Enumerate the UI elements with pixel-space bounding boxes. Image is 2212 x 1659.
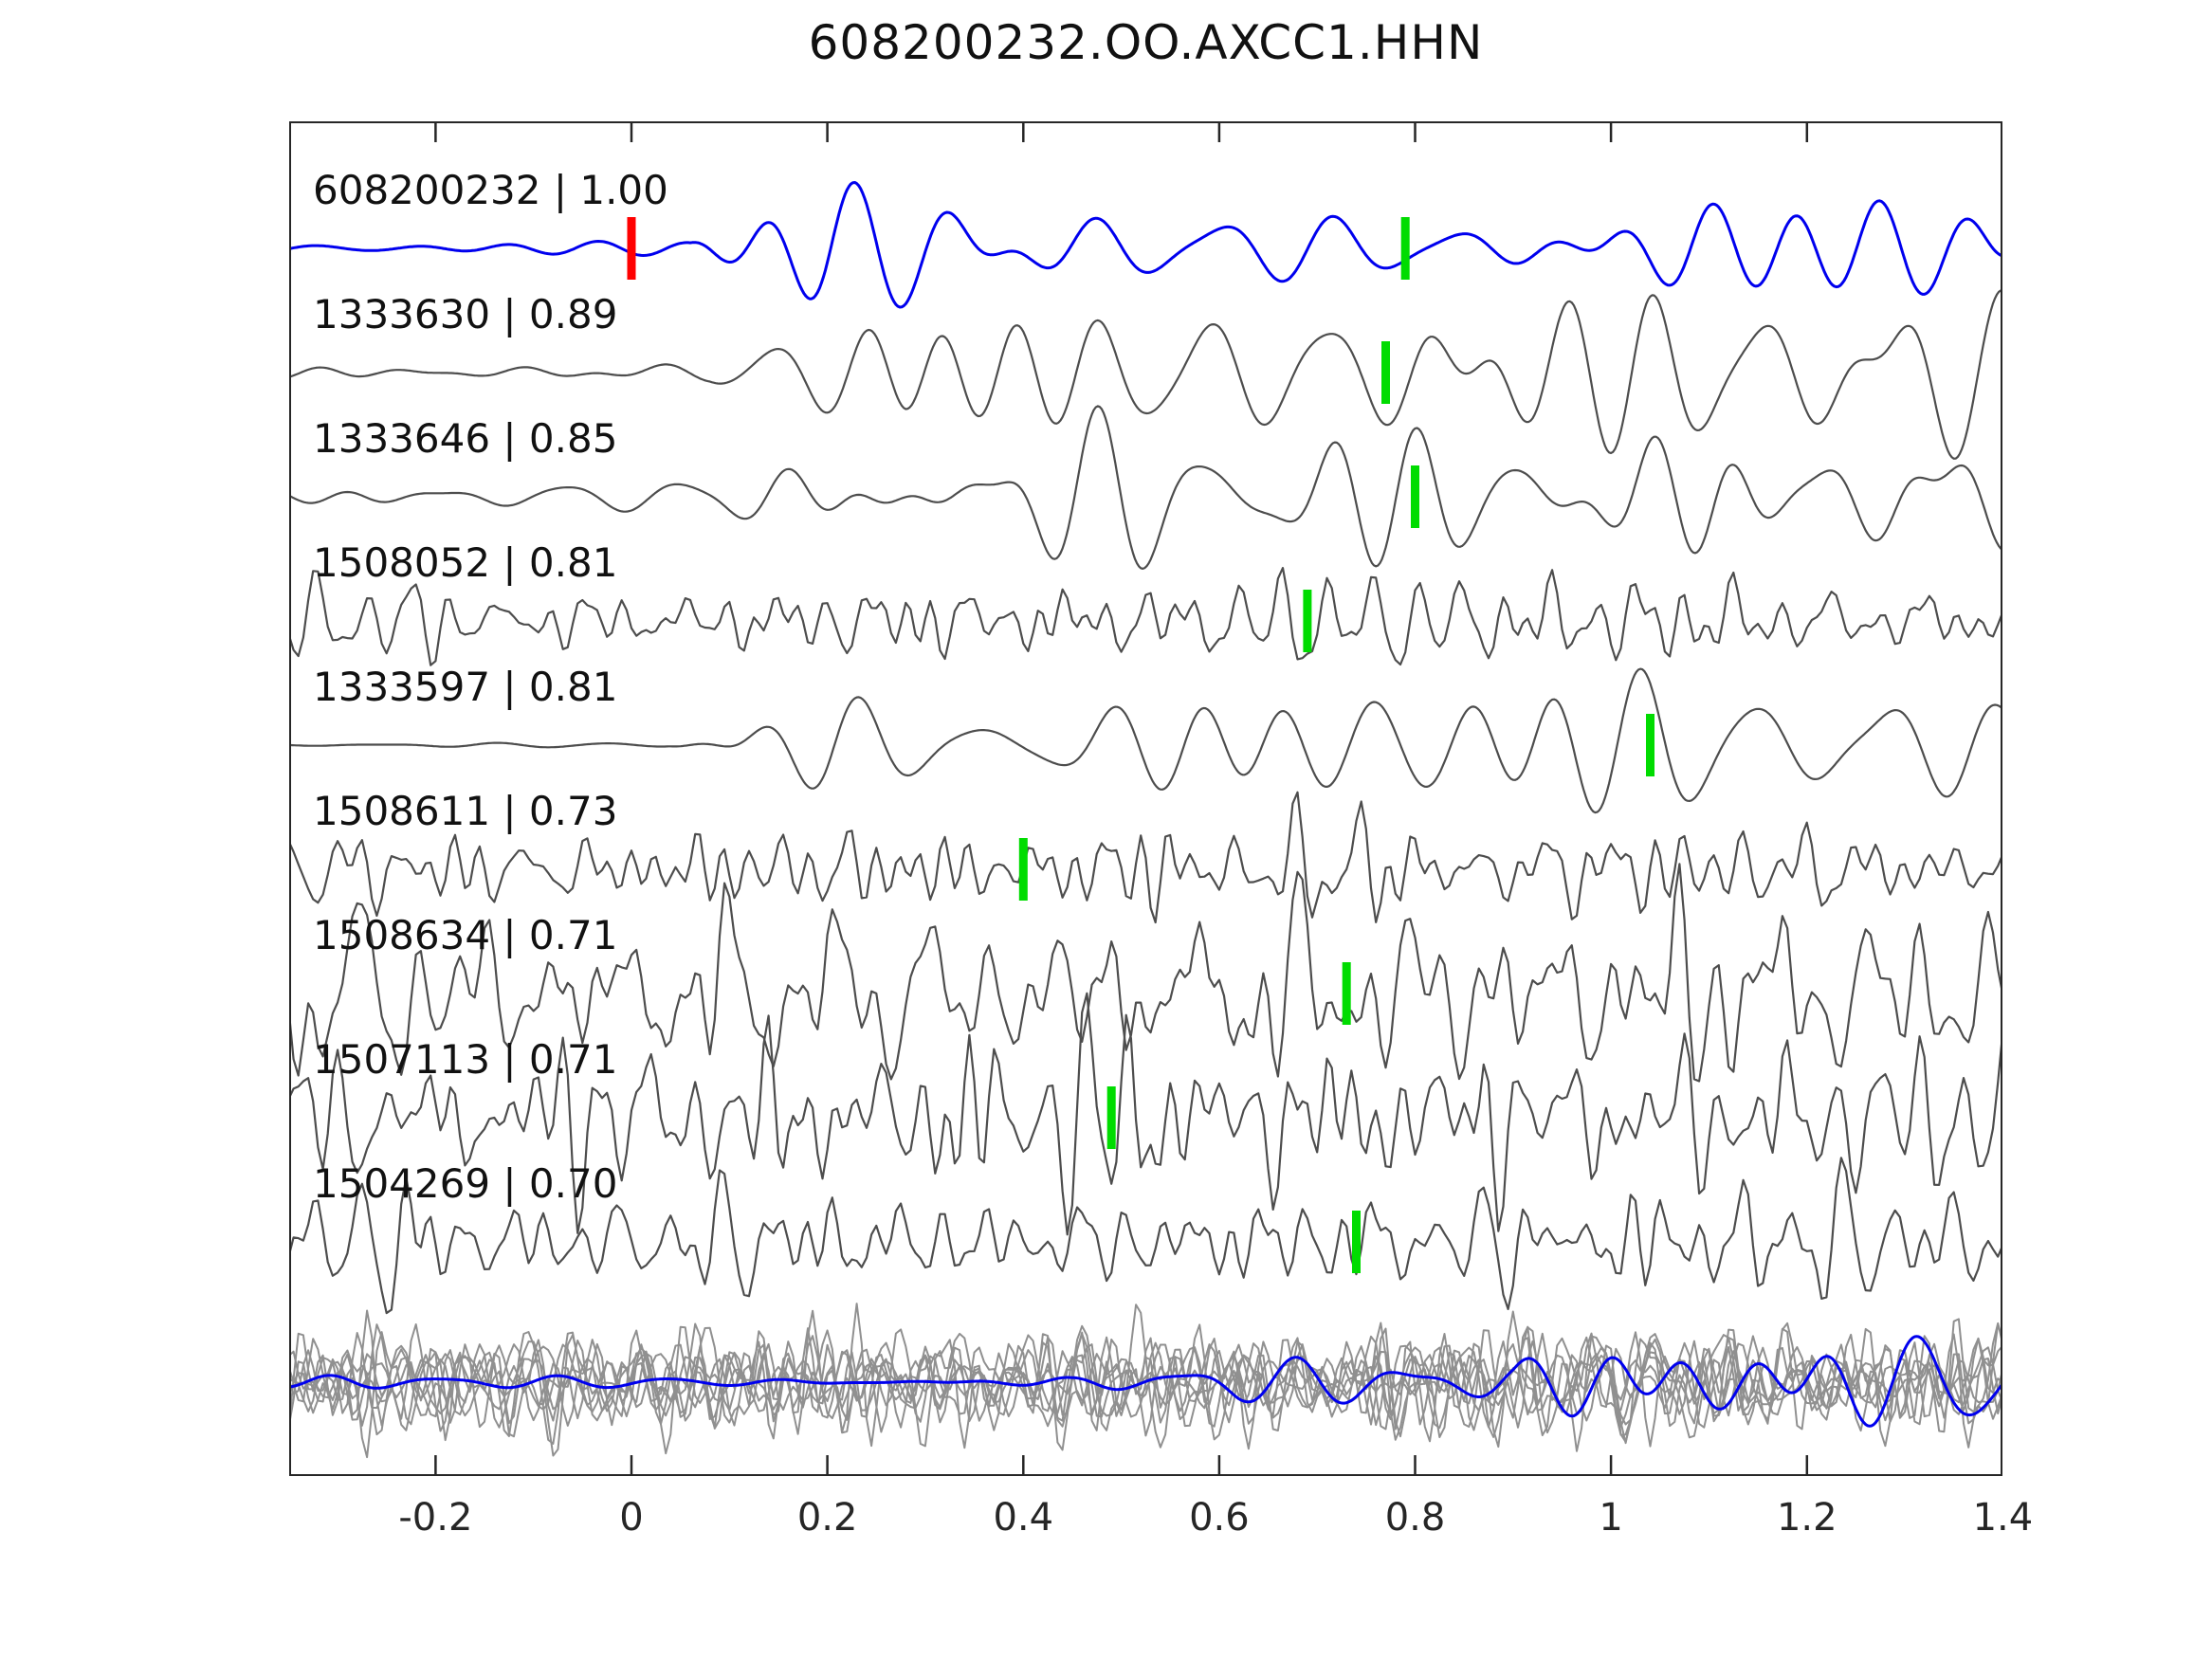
x-tick-label: 1.4 (1972, 1496, 2034, 1540)
trace-label-1508634: 1508634 | 0.71 (313, 912, 618, 958)
figure-title: 608200232.OO.AXCC1.HHN (808, 15, 1484, 70)
waveform-canvas (289, 121, 2002, 1476)
x-tick-label: 1 (1599, 1496, 1623, 1540)
x-tick-label: 0 (619, 1496, 644, 1540)
trace-label-1508052: 1508052 | 0.81 (313, 539, 618, 586)
trace-label-1333646: 1333646 | 0.85 (313, 415, 618, 462)
trace-label-1507113: 1507113 | 0.71 (313, 1036, 618, 1083)
waveform-plot: 608200232 | 1.00 1333630 | 0.89 1333646 … (289, 121, 2002, 1476)
x-tick-label: 0.4 (993, 1496, 1054, 1540)
x-tick-label: -0.2 (398, 1496, 473, 1540)
trace-label-1333597: 1333597 | 0.81 (313, 664, 618, 710)
x-tick-label: 0.6 (1189, 1496, 1250, 1540)
trace-label-1333630: 1333630 | 0.89 (313, 291, 618, 337)
trace-label-1508611: 1508611 | 0.73 (313, 788, 618, 834)
trace-label-1504269: 1504269 | 0.70 (313, 1160, 618, 1207)
x-tick-label: 1.2 (1776, 1496, 1837, 1540)
x-tick-label: 0.8 (1384, 1496, 1446, 1540)
x-tick-label: 0.2 (796, 1496, 858, 1540)
trace-label-608200232: 608200232 | 1.00 (313, 167, 668, 213)
